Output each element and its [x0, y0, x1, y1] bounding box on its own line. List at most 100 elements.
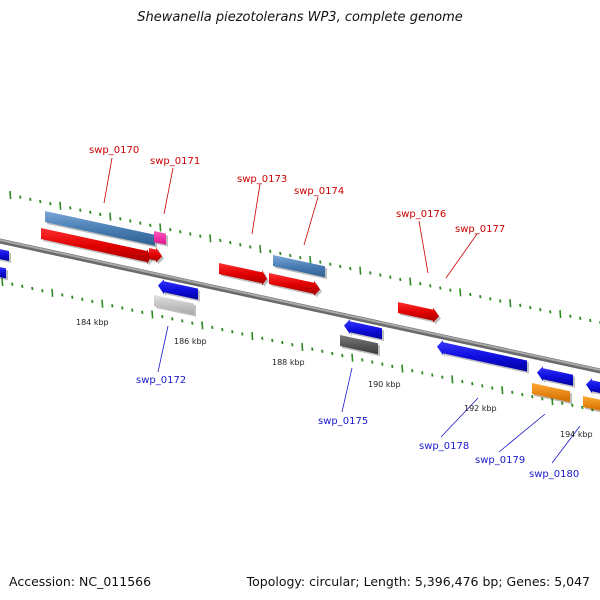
gene-label-swp_0171[interactable]: swp_0171 — [150, 156, 200, 167]
gene-swp_0170-box[interactable] — [45, 211, 155, 246]
gene-swp_0174-box[interactable] — [273, 255, 325, 278]
gene-label-swp_0176[interactable]: swp_0176 — [396, 209, 446, 220]
inner-tick — [131, 308, 134, 312]
inner-tick — [101, 299, 104, 308]
gene-swp_0170[interactable] — [41, 228, 151, 264]
gene-left-edge-b[interactable] — [0, 266, 6, 279]
outer-tick — [299, 256, 302, 260]
gene-label-swp_0170[interactable]: swp_0170 — [89, 145, 139, 156]
outer-tick — [549, 310, 552, 314]
inner-tick — [181, 319, 184, 323]
gene-label-swp_0177[interactable]: swp_0177 — [455, 224, 505, 235]
gene-label-swp_0172[interactable]: swp_0172 — [136, 375, 186, 386]
gene-swp_0171-box[interactable] — [154, 231, 166, 245]
gene-swp_0175[interactable] — [344, 319, 382, 340]
outer-tick — [109, 212, 112, 221]
gene-swp_0172[interactable] — [158, 279, 198, 300]
outer-tick — [589, 318, 592, 323]
genome-title: Shewanella piezotolerans WP3, complete g… — [137, 10, 463, 25]
tick-row-outer — [9, 190, 600, 325]
accession-text: Accession: NC_011566 — [9, 574, 152, 589]
inner-tick — [341, 353, 344, 358]
gene-swp_0176[interactable] — [398, 302, 439, 323]
outer-tick — [69, 206, 72, 210]
gene-swp_0178[interactable] — [437, 340, 527, 372]
gene-swp_0175-box[interactable] — [340, 335, 378, 355]
kbp-label-192: 192 kbp — [464, 404, 497, 413]
inner-tick — [51, 288, 54, 297]
inner-tick — [21, 284, 24, 289]
tick-row-inner — [1, 277, 594, 412]
inner-tick — [571, 403, 574, 408]
outer-tick — [229, 240, 232, 245]
inner-tick — [171, 317, 174, 321]
outer-tick — [309, 255, 312, 264]
inner-tick — [121, 306, 124, 310]
gene-swp_0174[interactable] — [269, 273, 320, 296]
inner-tick — [331, 351, 334, 356]
inner-tick — [381, 362, 384, 366]
outer-tick — [49, 201, 52, 206]
gene-label-swp_0178[interactable]: swp_0178 — [419, 441, 469, 452]
inner-tick — [11, 282, 14, 286]
gene-swp_0179[interactable] — [532, 383, 570, 403]
outer-tick — [399, 277, 402, 282]
gene-label-swp_0179[interactable]: swp_0179 — [475, 455, 525, 466]
outer-tick — [289, 253, 292, 258]
inner-tick — [461, 379, 464, 384]
inner-tick — [31, 286, 34, 291]
gene-label-swp_0180[interactable]: swp_0180 — [529, 469, 579, 480]
genome-backbone — [0, 238, 600, 374]
inner-tick — [351, 353, 354, 362]
gene-swp_0179-arrow[interactable] — [537, 366, 573, 386]
outer-tick — [359, 266, 362, 275]
outer-tick — [419, 282, 422, 286]
gene-swp_0180-arrow[interactable] — [586, 378, 600, 394]
outer-tick — [379, 273, 382, 277]
outer-tick — [279, 251, 282, 256]
inner-tick — [271, 338, 274, 343]
gene-label-swp_0173[interactable]: swp_0173 — [237, 174, 287, 185]
outer-tick — [429, 284, 432, 288]
kbp-label-184: 184 kbp — [76, 318, 109, 327]
inner-tick — [241, 332, 244, 336]
gene-left-edge-a[interactable] — [0, 248, 9, 262]
outer-tick — [19, 195, 22, 199]
inner-tick — [71, 295, 74, 299]
inner-tick — [221, 327, 224, 332]
outer-tick — [509, 299, 512, 308]
inner-tick — [191, 321, 194, 325]
outer-tick — [569, 314, 572, 318]
inner-tick — [1, 277, 4, 287]
inner-tick — [161, 314, 164, 319]
outer-tick — [89, 210, 92, 214]
gene-swp_0171[interactable] — [149, 247, 162, 263]
outer-tick — [389, 275, 392, 279]
gene-swp_0173[interactable] — [219, 263, 267, 286]
inner-tick — [201, 321, 204, 330]
inner-tick — [541, 397, 544, 401]
outer-tick — [239, 243, 242, 247]
inner-tick — [61, 293, 64, 297]
outer-tick — [489, 297, 492, 301]
outer-tick — [499, 299, 502, 303]
outer-tick — [179, 230, 182, 234]
inner-tick — [531, 395, 534, 399]
gene-label-swp_0174[interactable]: swp_0174 — [294, 186, 344, 197]
gene-label-swp_0175[interactable]: swp_0175 — [318, 416, 368, 427]
inner-tick — [411, 369, 414, 373]
inner-tick — [481, 384, 484, 388]
outer-tick — [519, 303, 522, 308]
genome-summary-text: Topology: circular; Length: 5,396,476 bp… — [246, 574, 590, 589]
gene-swp_0180[interactable] — [583, 396, 600, 412]
inner-tick — [151, 310, 154, 319]
outer-tick — [329, 262, 332, 266]
kbp-labels: 184 kbp 186 kbp 188 kbp 190 kbp 192 kbp … — [76, 318, 593, 439]
outer-tick — [129, 219, 132, 223]
gene-swp_0172-box[interactable] — [154, 295, 194, 315]
inner-tick — [291, 343, 294, 347]
gene-labels: swp_0170 swp_0171 swp_0173 swp_0174 swp_… — [89, 145, 581, 480]
outer-tick — [39, 199, 42, 204]
outer-tick — [9, 190, 12, 200]
